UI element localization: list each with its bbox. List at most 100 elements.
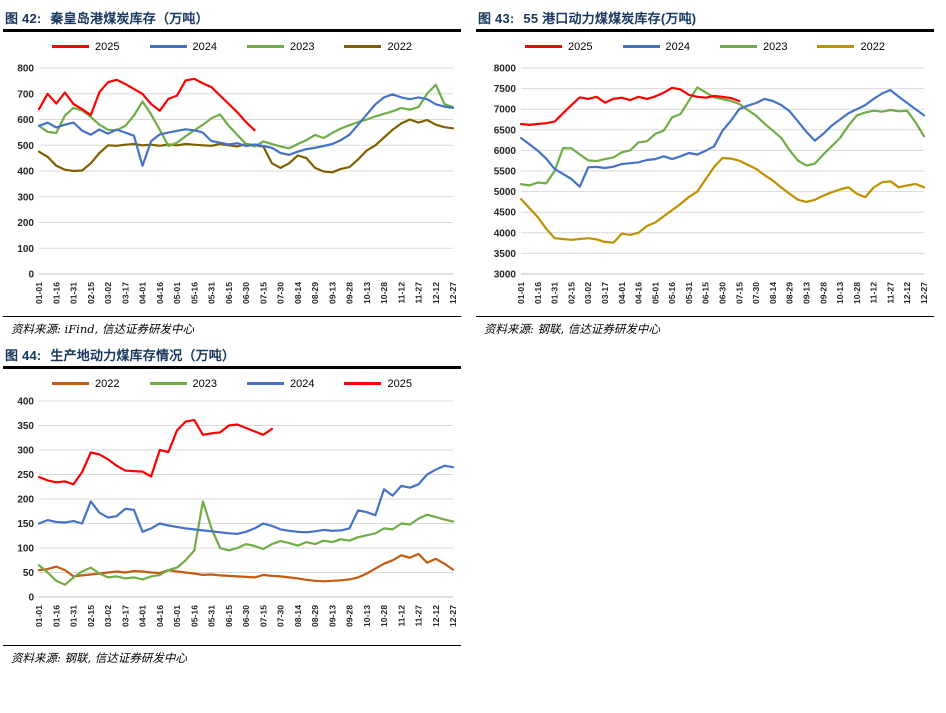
y-axis-tick-label: 250 bbox=[17, 470, 34, 481]
legend-label: 2024 bbox=[665, 40, 690, 53]
x-axis-tick-label: 06-15 bbox=[224, 604, 234, 626]
x-axis-tick-label: 09-13 bbox=[802, 281, 812, 303]
figure-label: 图 43: bbox=[478, 11, 515, 26]
y-axis-tick-label: 300 bbox=[17, 445, 34, 456]
x-axis-tick-label: 03-17 bbox=[600, 281, 610, 303]
legend-line-swatch bbox=[149, 45, 187, 48]
series-line-2023 bbox=[37, 83, 455, 149]
x-axis-tick-label: 02-15 bbox=[566, 281, 576, 303]
legend-item-2025: 2025 bbox=[525, 40, 593, 53]
x-axis-tick-label: 05-16 bbox=[189, 604, 199, 626]
x-axis-tick-label: 01-16 bbox=[51, 604, 61, 626]
source-divider bbox=[3, 644, 461, 647]
x-axis-tick-label: 11-12 bbox=[396, 281, 406, 303]
legend-line-swatch bbox=[622, 45, 660, 48]
x-axis-tick-label: 07-30 bbox=[276, 281, 286, 303]
series-line-2025 bbox=[37, 77, 256, 131]
figure-title-text: 秦皇岛港煤炭库存（万吨） bbox=[50, 11, 209, 26]
x-axis-tick-label: 01-16 bbox=[533, 281, 543, 303]
series-line-2022 bbox=[519, 156, 926, 244]
chart-canvas: 8000 7500 7000 6500 6000 5500 5000 4500 4000 3500… bbox=[494, 63, 929, 303]
legend-line-swatch bbox=[720, 45, 757, 48]
series-line-2024 bbox=[519, 88, 926, 188]
legend-item-2023: 2023 bbox=[149, 377, 217, 390]
chart-canvas: 800 700 600 500 400 300 200 100 001-01 01-16 01-31… bbox=[17, 63, 458, 303]
x-axis-tick-label: 11-12 bbox=[396, 604, 406, 626]
chart-legend: 2025 2024 2023 2022 bbox=[476, 41, 934, 53]
title-underline bbox=[3, 29, 461, 32]
legend-label: 2023 bbox=[763, 40, 788, 53]
legend-item-2023: 2023 bbox=[247, 41, 314, 53]
legend-item-2022: 2022 bbox=[817, 40, 885, 53]
x-axis-tick-label: 09-13 bbox=[327, 281, 337, 303]
y-axis-tick-label: 3000 bbox=[494, 269, 517, 280]
title-underline bbox=[476, 29, 934, 32]
legend-label: 2025 bbox=[568, 40, 593, 53]
y-axis-tick-label: 400 bbox=[17, 166, 34, 177]
legend-label: 2023 bbox=[192, 377, 217, 390]
x-axis-tick-label: 03-02 bbox=[583, 281, 593, 303]
x-axis-tick-label: 05-31 bbox=[207, 604, 217, 626]
x-axis-tick-label: 04-16 bbox=[155, 281, 165, 303]
x-axis-tick-label: 02-15 bbox=[86, 604, 96, 626]
legend-label: 2025 bbox=[387, 377, 412, 390]
y-axis-tick-label: 0 bbox=[28, 592, 34, 603]
x-axis-tick-label: 01-16 bbox=[51, 281, 61, 303]
chart-legend: 2022 2023 2024 2025 bbox=[3, 378, 461, 390]
source-note: 资料来源: 钢联, 信达证券研发中心 bbox=[11, 651, 187, 666]
figure-43-title: 图 43: 55 港口动力煤煤炭库存(万吨) bbox=[476, 5, 934, 29]
y-axis-tick-label: 7000 bbox=[494, 104, 517, 115]
x-axis-tick-label: 04-16 bbox=[155, 604, 165, 626]
x-axis-tick-label: 04-16 bbox=[634, 281, 644, 303]
figure-44-title: 图 44: 生产地动力煤库存情况（万吨） bbox=[3, 342, 461, 366]
x-axis-tick-label: 08-29 bbox=[310, 281, 320, 303]
figure-title-text: 生产地动力煤库存情况（万吨） bbox=[50, 348, 236, 364]
x-axis-tick-label: 09-28 bbox=[818, 281, 828, 303]
x-axis-tick-label: 12-12 bbox=[902, 281, 912, 303]
x-axis-tick-label: 05-01 bbox=[172, 604, 182, 626]
legend-item-2024: 2024 bbox=[247, 378, 314, 390]
x-axis-tick-label: 06-15 bbox=[224, 281, 234, 303]
x-axis-tick-label: 01-31 bbox=[69, 281, 79, 303]
y-axis-tick-label: 100 bbox=[17, 243, 34, 254]
source-divider bbox=[476, 315, 934, 318]
legend-item-2024: 2024 bbox=[149, 41, 217, 53]
x-axis-tick-label: 03-17 bbox=[120, 281, 130, 303]
chart-canvas: 400 350 300 250 200 150 100 50 001-01 01-16 01-31 0… bbox=[17, 396, 458, 626]
legend-label: 2024 bbox=[290, 377, 315, 390]
x-axis-tick-label: 03-02 bbox=[103, 604, 113, 626]
y-axis-tick-label: 4000 bbox=[494, 228, 517, 239]
legend-line-swatch bbox=[247, 382, 284, 385]
legend-line-swatch bbox=[247, 45, 284, 48]
y-axis-tick-label: 300 bbox=[17, 192, 34, 203]
x-axis-tick-label: 06-30 bbox=[718, 281, 728, 303]
y-axis-tick-label: 6500 bbox=[494, 125, 517, 136]
legend-item-2022: 2022 bbox=[52, 378, 120, 390]
x-axis-tick-label: 12-12 bbox=[431, 604, 441, 626]
y-axis-tick-label: 200 bbox=[17, 494, 34, 505]
y-axis-tick-label: 8000 bbox=[494, 63, 517, 74]
x-axis-tick-label: 04-01 bbox=[138, 604, 148, 626]
x-axis-tick-label: 10-13 bbox=[835, 281, 845, 303]
y-axis-tick-label: 350 bbox=[17, 421, 34, 432]
legend-line-swatch bbox=[52, 45, 90, 48]
x-axis-tick-label: 08-29 bbox=[785, 281, 795, 303]
legend-line-swatch bbox=[149, 382, 187, 385]
source-divider bbox=[3, 315, 461, 318]
x-axis-tick-label: 10-28 bbox=[379, 604, 389, 626]
y-axis-tick-label: 600 bbox=[17, 115, 34, 126]
x-axis-tick-label: 01-01 bbox=[34, 604, 44, 626]
legend-label: 2022 bbox=[387, 40, 412, 53]
x-axis-tick-label: 02-15 bbox=[86, 281, 96, 303]
y-axis-tick-label: 500 bbox=[17, 140, 34, 151]
series-line-2023 bbox=[37, 499, 455, 586]
y-axis-tick-label: 4500 bbox=[494, 207, 517, 218]
legend-line-swatch bbox=[344, 382, 382, 385]
x-axis-tick-label: 01-01 bbox=[34, 281, 44, 303]
x-axis-tick-label: 10-28 bbox=[379, 281, 389, 303]
y-axis-tick-label: 5500 bbox=[494, 166, 517, 177]
x-axis-tick-label: 11-12 bbox=[869, 281, 879, 303]
legend-label: 2022 bbox=[860, 40, 885, 53]
series-line-2023 bbox=[519, 85, 926, 186]
